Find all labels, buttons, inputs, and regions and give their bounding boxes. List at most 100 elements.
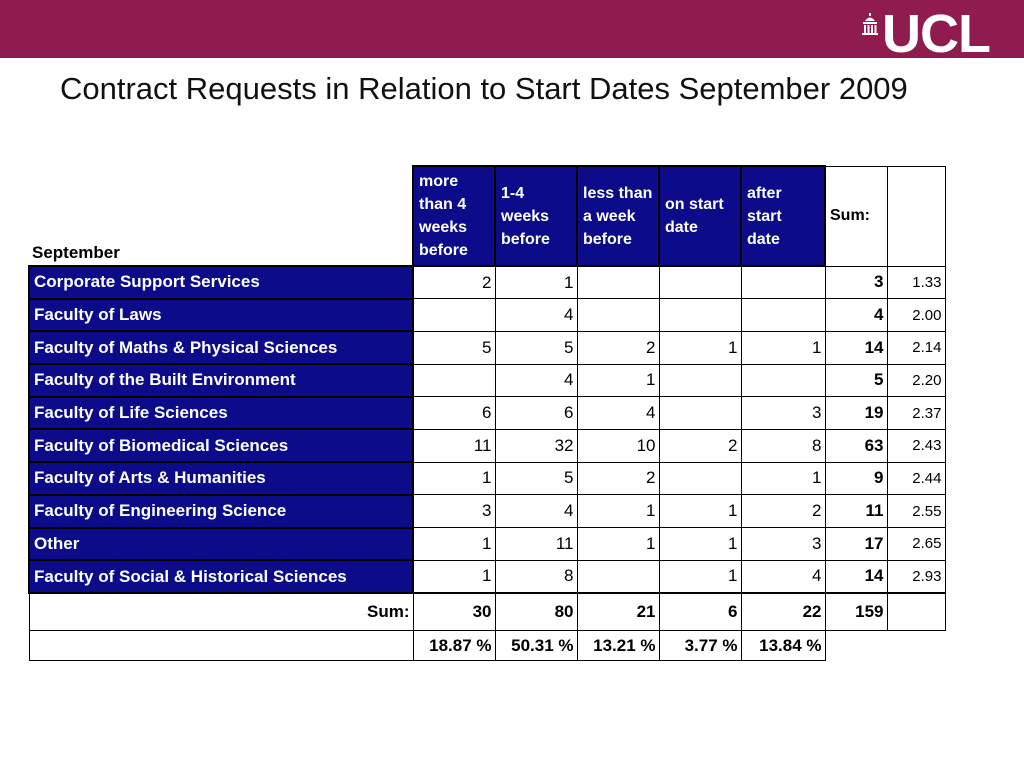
empty-cell xyxy=(887,631,945,661)
value-cell: 4 xyxy=(576,396,660,430)
row-sum-cell: 9 xyxy=(824,461,888,496)
row-average-cell: 2.14 xyxy=(886,330,946,365)
value-cell: 32 xyxy=(494,428,578,463)
value-cell xyxy=(658,298,742,332)
table-row: Faculty of the Built Environment 4 1 5 2.20 xyxy=(28,363,946,398)
row-sum-cell: 5 xyxy=(824,363,888,398)
row-label: Faculty of Maths & Physical Sciences xyxy=(28,330,414,366)
value-cell: 4 xyxy=(494,363,578,398)
sum-cell: 80 xyxy=(494,591,578,632)
table-row: Other 1 11 1 1 3 17 2.65 xyxy=(28,526,946,562)
percent-row-label xyxy=(28,630,414,662)
row-sum-cell: 19 xyxy=(824,396,888,430)
value-cell: 1 xyxy=(658,527,742,561)
grand-total-cell: 159 xyxy=(824,591,888,632)
percent-row: 18.87 % 50.31 % 13.21 % 3.77 % 13.84 % xyxy=(28,630,945,662)
row-average-cell: 2.44 xyxy=(886,461,946,496)
column-header: 1-4 weeks before xyxy=(494,165,578,267)
page-title: Contract Requests in Relation to Start D… xyxy=(60,71,908,106)
table-row: Faculty of Maths & Physical Sciences 5 5 2 1… xyxy=(28,330,946,366)
row-average-cell: 2.00 xyxy=(886,298,946,332)
value-cell: 5 xyxy=(412,330,496,365)
value-cell xyxy=(658,363,742,398)
column-header: more than 4 weeks before xyxy=(412,165,496,267)
contract-requests-table: September more than 4 weeks before 1-4 w… xyxy=(28,165,946,662)
value-cell: 2 xyxy=(412,265,496,300)
row-label: Faculty of Biomedical Sciences xyxy=(28,428,414,464)
header-row: September more than 4 weeks before 1-4 w… xyxy=(29,165,946,267)
row-label: Faculty of Engineering Science xyxy=(28,493,414,529)
value-cell: 1 xyxy=(576,494,660,528)
value-cell xyxy=(576,298,660,332)
column-header: after start date xyxy=(740,165,826,267)
value-cell: 1 xyxy=(576,363,660,398)
empty-cell xyxy=(825,631,887,661)
table-row: Faculty of Social & Historical Sciences 1… xyxy=(28,559,946,594)
percent-cell: 50.31 % xyxy=(494,630,578,662)
empty-cell xyxy=(886,591,946,632)
value-cell: 6 xyxy=(494,396,578,430)
row-label: Corporate Support Services xyxy=(28,265,414,300)
percent-cell: 3.77 % xyxy=(658,630,742,662)
sum-header: Sum: xyxy=(824,165,888,267)
row-sum-cell: 4 xyxy=(824,298,888,332)
value-cell: 1 xyxy=(658,494,742,528)
value-cell xyxy=(740,298,826,332)
sum-cell: 22 xyxy=(740,591,826,632)
row-average-cell: 2.93 xyxy=(886,559,946,594)
row-label: Faculty of Life Sciences xyxy=(28,395,414,431)
ucl-portico-icon xyxy=(862,13,879,35)
sum-row-label: Sum: xyxy=(28,591,414,632)
sum-cell: 30 xyxy=(412,591,496,632)
value-cell: 1 xyxy=(412,461,496,496)
value-cell: 5 xyxy=(494,330,578,365)
sum-cell: 6 xyxy=(658,591,742,632)
value-cell: 10 xyxy=(576,428,660,463)
row-sum-cell: 14 xyxy=(824,559,888,594)
value-cell: 2 xyxy=(740,494,826,528)
table-row: Faculty of Laws 4 4 2.00 xyxy=(28,297,946,333)
sum-cell: 21 xyxy=(576,591,660,632)
table-row: Faculty of Engineering Science 3 4 1 1 2 11 2.5… xyxy=(28,493,946,529)
row-sum-cell: 14 xyxy=(824,330,888,365)
row-average-cell: 2.55 xyxy=(886,494,946,528)
table-row: Faculty of Arts & Humanities 1 5 2 1 9 2.44 xyxy=(28,461,946,496)
logo-text: UCL xyxy=(882,4,991,64)
percent-cell: 13.21 % xyxy=(576,630,660,662)
row-average-cell: 2.65 xyxy=(886,527,946,561)
value-cell xyxy=(740,265,826,300)
value-cell xyxy=(658,265,742,300)
row-sum-cell: 63 xyxy=(824,428,888,463)
row-label: Other xyxy=(28,526,414,562)
value-cell: 8 xyxy=(494,559,578,594)
row-average-cell: 1.33 xyxy=(886,265,946,300)
value-cell xyxy=(412,363,496,398)
value-cell: 1 xyxy=(658,559,742,594)
value-cell: 1 xyxy=(658,330,742,365)
value-cell: 2 xyxy=(658,428,742,463)
value-cell xyxy=(658,461,742,496)
top-banner: UCL xyxy=(0,0,1024,64)
value-cell: 4 xyxy=(740,559,826,594)
value-cell: 5 xyxy=(494,461,578,496)
value-cell: 8 xyxy=(740,428,826,463)
value-cell: 4 xyxy=(494,494,578,528)
ucl-logo: UCL xyxy=(862,4,991,64)
row-average-cell: 2.43 xyxy=(886,428,946,463)
row-label: Faculty of Social & Historical Sciences xyxy=(28,559,414,594)
average-header xyxy=(886,165,946,267)
row-average-cell: 2.20 xyxy=(886,363,946,398)
percent-cell: 13.84 % xyxy=(740,630,826,662)
value-cell: 3 xyxy=(412,494,496,528)
table-row: Corporate Support Services 2 1 3 1.33 xyxy=(28,265,946,300)
value-cell: 11 xyxy=(412,428,496,463)
table-row: Faculty of Biomedical Sciences 11 32 10 2 8 63… xyxy=(28,428,946,464)
value-cell: 3 xyxy=(740,527,826,561)
sum-row: Sum: 30 80 21 6 22 159 xyxy=(28,591,946,632)
value-cell: 1 xyxy=(412,559,496,594)
column-header: less than a week before xyxy=(576,165,660,267)
value-cell: 2 xyxy=(576,461,660,496)
row-sum-cell: 3 xyxy=(824,265,888,300)
value-cell xyxy=(658,396,742,430)
row-sum-cell: 17 xyxy=(824,527,888,561)
